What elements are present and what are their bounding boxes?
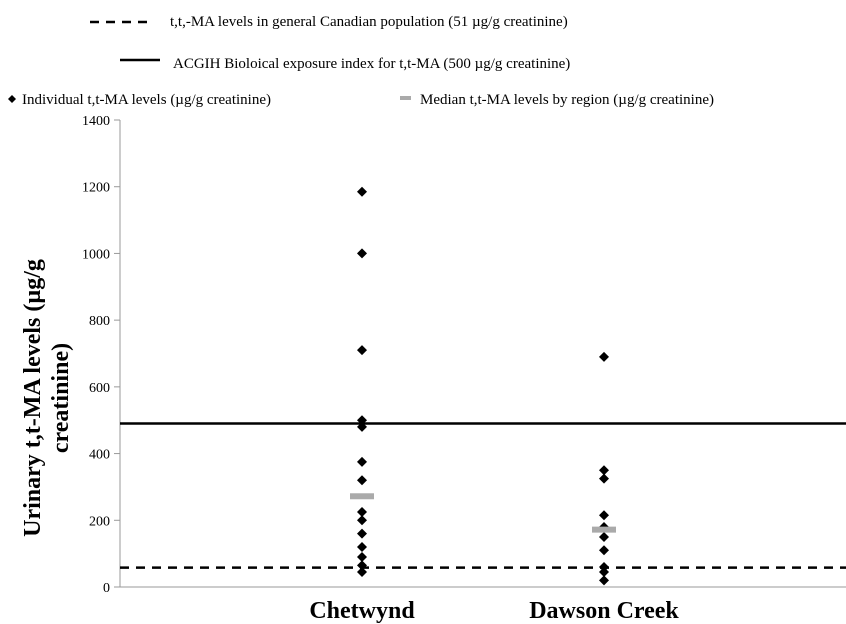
data-point — [357, 248, 367, 259]
legend-solid-line-label: ACGIH Bioloical exposure index for t,t-M… — [173, 56, 570, 72]
y-tick-label: 1000 — [82, 247, 110, 262]
y-tick-label: 600 — [89, 381, 110, 396]
legend-individual-label: Individual t,t-MA levels (µg/g creatinin… — [22, 92, 271, 108]
data-point — [357, 560, 367, 571]
data-point — [599, 473, 609, 484]
data-point — [357, 541, 367, 552]
data-point — [357, 345, 367, 356]
data-points — [357, 186, 609, 586]
data-point — [599, 561, 609, 572]
data-point — [599, 545, 609, 556]
legend-diamond-marker — [8, 95, 16, 103]
median-marker — [350, 493, 374, 500]
data-point — [357, 566, 367, 577]
data-point — [357, 528, 367, 539]
legend: t,t,-MA levels in general Canadian popul… — [8, 14, 714, 108]
data-point — [357, 421, 367, 432]
data-point — [599, 510, 609, 521]
reference-lines — [120, 422, 846, 569]
data-point — [599, 531, 609, 542]
y-tick-label: 800 — [89, 314, 110, 329]
y-axis-label-line2: creatinine) — [48, 343, 74, 453]
data-point — [599, 575, 609, 586]
median-marker — [592, 526, 616, 533]
data-point — [357, 506, 367, 517]
category-label-chetwynd: Chetwynd — [309, 598, 415, 624]
y-tick-label: 0 — [103, 581, 110, 596]
y-axis-label-line1: Urinary t,t-MA levels (µg/g — [20, 259, 46, 537]
data-point — [357, 186, 367, 197]
category-label-dawson-creek: Dawson Creek — [529, 598, 679, 624]
data-point — [357, 551, 367, 562]
y-tick-label: 400 — [89, 448, 110, 463]
data-point — [357, 415, 367, 426]
y-tick-label: 200 — [89, 514, 110, 529]
legend-median-marker — [400, 96, 411, 100]
y-tick-label: 1200 — [82, 181, 110, 196]
data-point — [599, 566, 609, 577]
data-point — [599, 465, 609, 476]
legend-dashed-line-label: t,t,-MA levels in general Canadian popul… — [170, 14, 568, 30]
data-point — [357, 515, 367, 526]
data-point — [599, 351, 609, 362]
data-point — [357, 456, 367, 467]
data-point — [357, 475, 367, 486]
y-ticks: 0 200 400 600 800 1000 1200 1400 — [82, 114, 120, 596]
y-tick-label: 1400 — [82, 114, 110, 129]
legend-median-label: Median t,t-MA levels by region (µg/g cre… — [420, 92, 714, 108]
median-markers — [350, 493, 616, 533]
